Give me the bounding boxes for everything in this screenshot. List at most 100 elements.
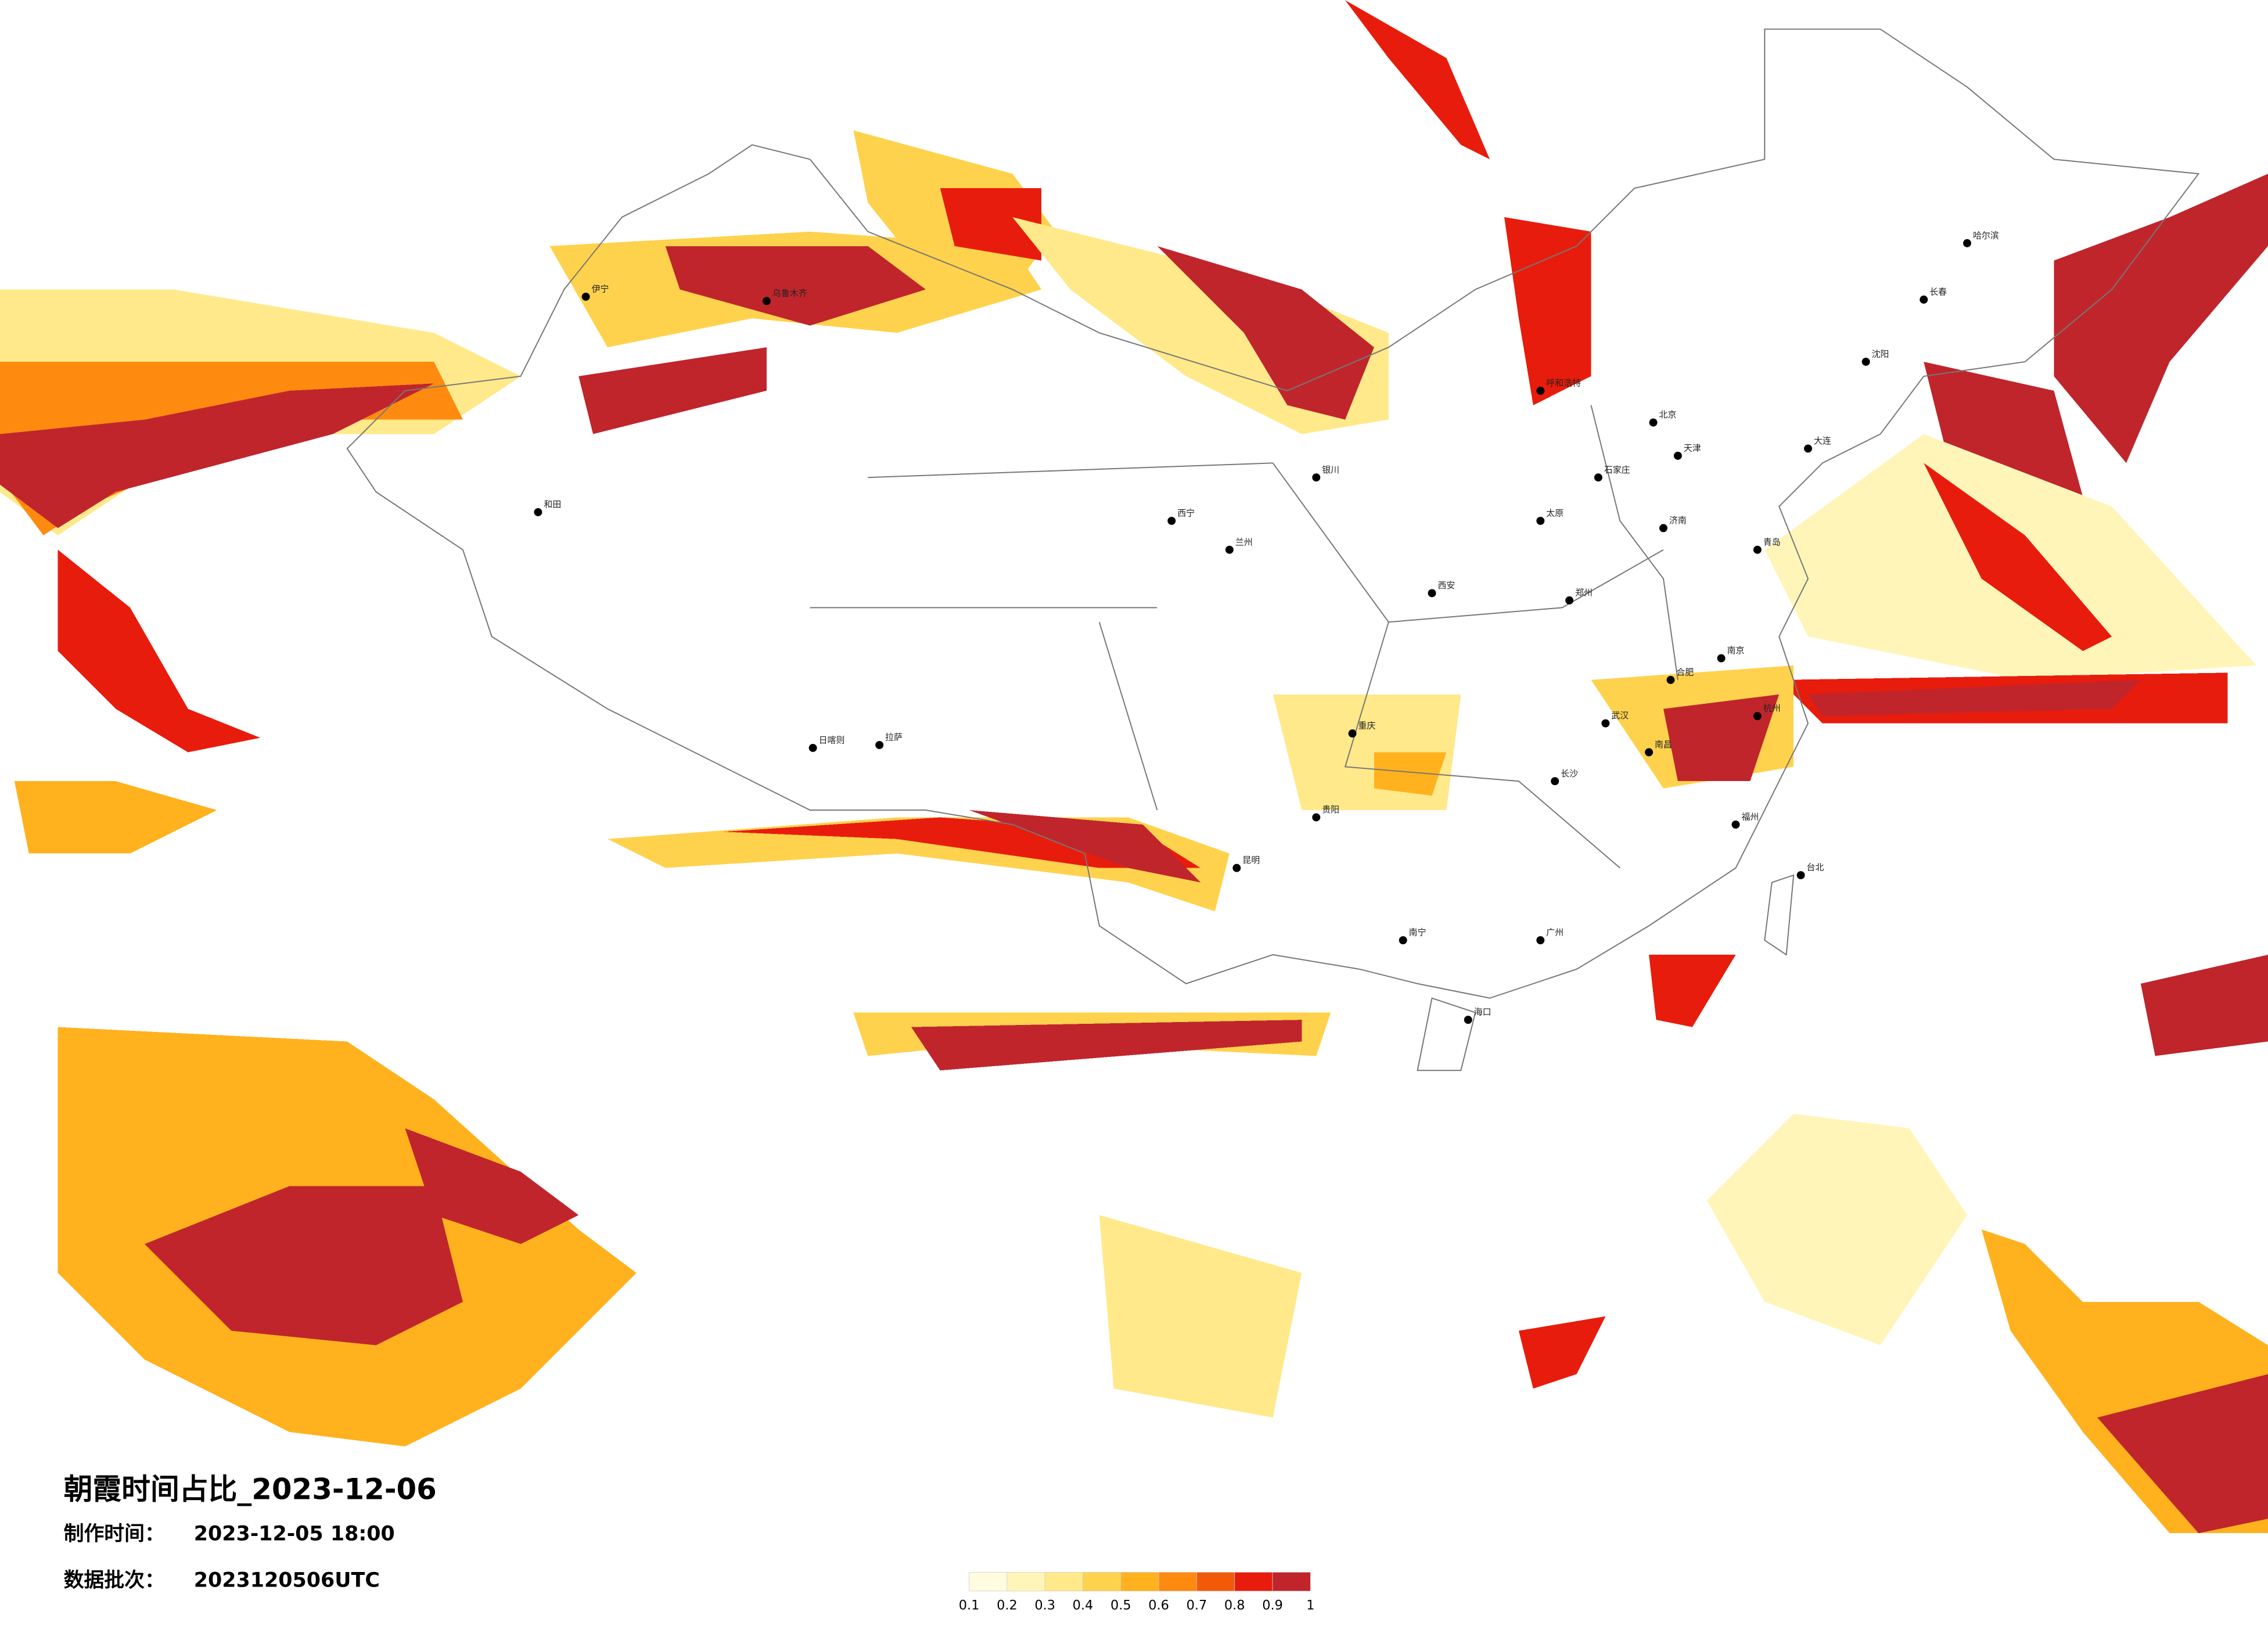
batch-label: 数据批次： [64, 1569, 165, 1592]
city-label: 长春 [1929, 286, 1947, 297]
city-label: 哈尔滨 [1973, 230, 1999, 240]
city-label: 沈阳 [1872, 349, 1889, 359]
title: 朝霞时间占比_2023-12-06 [64, 1473, 437, 1506]
city-dot [1536, 936, 1545, 945]
city-dot [1464, 1016, 1472, 1024]
city-label: 杭州 [1763, 703, 1781, 714]
city-dot [1536, 386, 1545, 395]
city-label: 海口 [1474, 1007, 1491, 1017]
city-label: 兰州 [1235, 537, 1253, 547]
issue-label: 制作时间： [64, 1523, 165, 1546]
city-label: 广州 [1546, 927, 1563, 938]
city-dot [808, 743, 817, 752]
city-dot [1920, 295, 1928, 304]
city-dot [1659, 524, 1667, 533]
city-label: 太原 [1546, 508, 1563, 518]
city-label: 呼和浩特 [1546, 377, 1581, 388]
legend-tick-label: 0.3 [1034, 1598, 1055, 1613]
city-label: 西宁 [1177, 508, 1195, 518]
city-label: 贵阳 [1322, 804, 1339, 815]
city-dot [1753, 545, 1762, 554]
city-label: 南京 [1727, 645, 1745, 656]
legend-tick-label: 0.7 [1187, 1598, 1207, 1613]
legend-tick-label: 0.5 [1110, 1598, 1131, 1613]
legend-swatch [1007, 1572, 1045, 1592]
city-dot [1399, 936, 1407, 945]
city-dot [1673, 451, 1682, 460]
city-label: 南宁 [1409, 927, 1426, 938]
legend-swatch [1272, 1572, 1311, 1592]
legend-swatch [1158, 1572, 1197, 1592]
city-dot [581, 292, 590, 301]
legend-swatch [1234, 1572, 1273, 1592]
city-label: 台北 [1807, 862, 1824, 873]
city-label: 乌鲁木齐 [772, 288, 807, 298]
city-label: 西安 [1437, 580, 1455, 591]
city-label: 银川 [1322, 465, 1339, 475]
city-label: 南昌 [1655, 739, 1672, 750]
city-label: 和田 [544, 499, 561, 510]
city-dot [1649, 418, 1658, 427]
legend-tick-label: 0.8 [1224, 1598, 1245, 1613]
city-dot [1167, 516, 1176, 525]
city-dot [1594, 473, 1602, 482]
city-dot [1601, 719, 1610, 728]
city-dot [1312, 813, 1321, 822]
city-label: 昆明 [1242, 855, 1260, 865]
city-dot [1565, 596, 1574, 605]
city-dot [1428, 589, 1436, 598]
legend-swatch [1120, 1572, 1159, 1592]
city-label: 拉萨 [885, 732, 903, 742]
city-dot [1861, 358, 1870, 366]
city-dot [1717, 654, 1726, 663]
city-dot [762, 297, 771, 305]
city-dot [1645, 748, 1654, 757]
legend-tick-label: 0.2 [997, 1598, 1018, 1613]
heat-field [0, 0, 2268, 1534]
city-dot [1963, 239, 1971, 247]
city-dot [1753, 712, 1762, 721]
city-label: 武汉 [1611, 710, 1629, 721]
legend-tick-label: 0.4 [1073, 1598, 1094, 1613]
city-label: 福州 [1741, 811, 1759, 822]
legend-tick-label: 0.6 [1148, 1598, 1169, 1613]
legend-swatch [1083, 1572, 1122, 1592]
city-dot [1666, 675, 1675, 684]
city-dot [1731, 820, 1740, 829]
city-label: 青岛 [1763, 537, 1781, 547]
city-dot [875, 740, 884, 749]
city-label: 北京 [1659, 409, 1677, 420]
batch: 2023120506UTC [194, 1569, 380, 1592]
legend-swatch [1044, 1572, 1083, 1592]
city-label: 济南 [1669, 515, 1687, 526]
borders [346, 28, 2200, 1071]
city-label: 伊宁 [592, 283, 609, 294]
legend-tick-label: 0.9 [1262, 1598, 1283, 1613]
city-label: 大连 [1814, 436, 1831, 446]
city-label: 合肥 [1676, 667, 1694, 677]
city-dot [1312, 473, 1321, 482]
city-dot [1348, 729, 1357, 738]
city-label: 天津 [1684, 443, 1701, 453]
legend-tick-label: 1 [1306, 1598, 1314, 1613]
issue-time: 2023-12-05 18:00 [194, 1523, 395, 1546]
legend-swatch [969, 1572, 1008, 1592]
city-label: 日喀则 [819, 735, 845, 745]
legend-tick-label: 0.1 [959, 1598, 980, 1613]
city-label: 长沙 [1561, 768, 1578, 779]
city-label: 郑州 [1575, 587, 1593, 598]
city-dot [1536, 516, 1545, 525]
city-label: 重庆 [1358, 721, 1376, 731]
legend: 0.1 0.2 0.3 0.4 0.5 0.6 0.7 0.8 0.9 1 [959, 1572, 1314, 1613]
city-label: 石家庄 [1604, 465, 1630, 475]
city-dot [1804, 444, 1813, 453]
city-dot [1551, 777, 1559, 786]
city-dot [1232, 864, 1241, 872]
city-dot [1796, 871, 1805, 880]
city-dot [534, 508, 542, 516]
legend-swatch [1196, 1572, 1235, 1592]
city-dot [1225, 545, 1234, 554]
